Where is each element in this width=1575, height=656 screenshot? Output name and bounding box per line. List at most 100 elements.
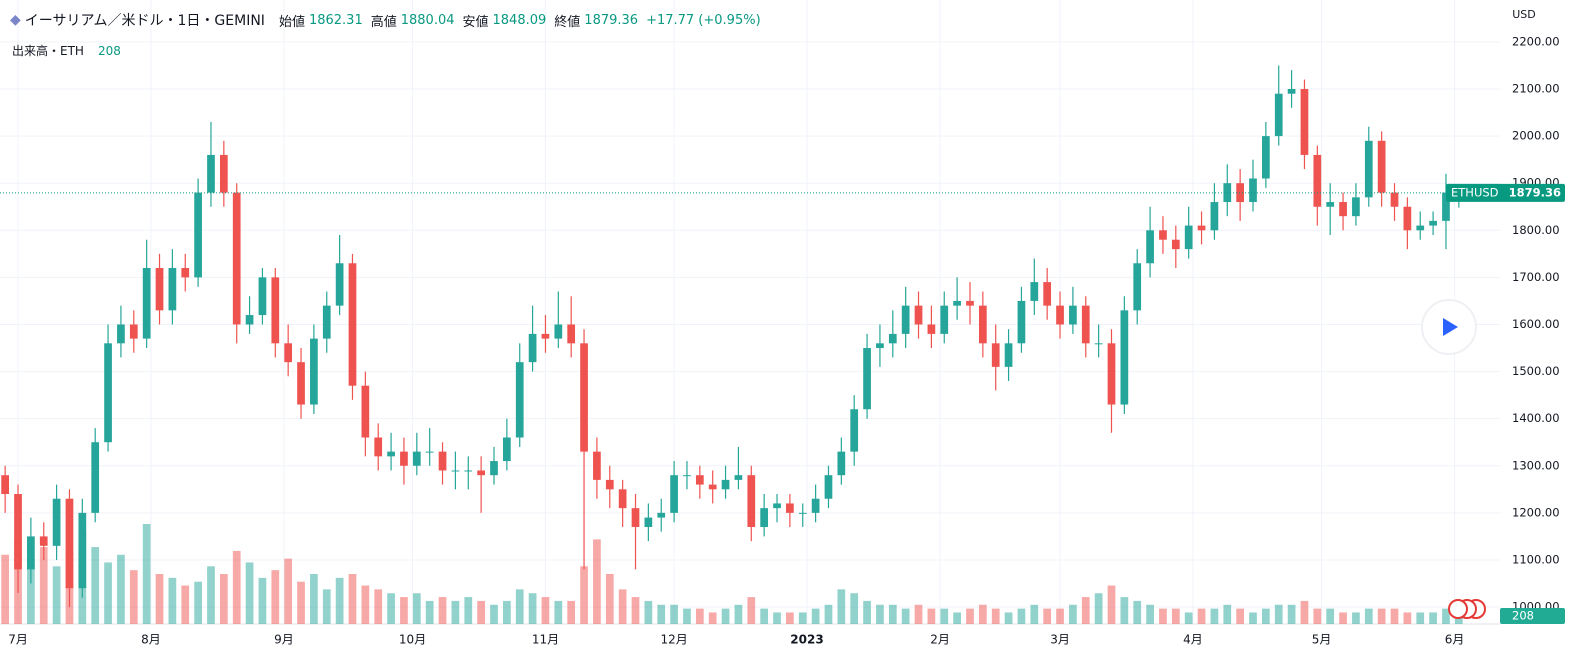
candle-body <box>490 461 498 476</box>
volume-bar <box>387 593 395 624</box>
volume-bar <box>322 589 331 624</box>
volume-bar <box>528 593 537 624</box>
y-tick-label: 1100.00 <box>1512 552 1560 566</box>
volume-bar <box>1171 608 1180 624</box>
volume-bar <box>837 589 846 624</box>
ohlc-value: 1862.31 <box>308 12 363 28</box>
y-tick-label: 1800.00 <box>1512 223 1560 237</box>
candle-body <box>734 475 743 480</box>
flag[interactable] <box>1448 599 1468 619</box>
y-tick-label: 1300.00 <box>1512 458 1560 472</box>
candle-body <box>1017 300 1026 344</box>
ohlc-value: 1848.09 <box>492 12 547 28</box>
volume-bar <box>1326 608 1335 624</box>
volume-bar <box>1262 608 1270 624</box>
candle-body <box>1197 225 1206 231</box>
volume-bar <box>310 574 318 624</box>
candle-body <box>104 343 112 443</box>
candle-body <box>1069 305 1077 325</box>
candle-body <box>927 324 936 334</box>
volume-bar <box>27 558 35 624</box>
candle-body <box>1030 282 1039 301</box>
volume-tag <box>1500 608 1565 624</box>
candle-body <box>914 305 923 325</box>
volume-bar <box>425 600 434 624</box>
volume-bar <box>760 608 769 624</box>
candle-body <box>773 503 781 509</box>
candle-body <box>798 512 807 514</box>
volume-bar <box>104 562 112 624</box>
volume-bar <box>618 589 627 624</box>
candle-body <box>1056 305 1064 325</box>
candle-body <box>194 192 202 278</box>
candle-body <box>1159 230 1167 240</box>
volume-bar <box>438 597 447 624</box>
volume-bar <box>914 604 923 624</box>
x-tick-label: 5月 <box>1312 633 1332 647</box>
volume-legend: 出来高・ETH 208 <box>12 42 129 59</box>
volume-value: 208 <box>97 44 121 58</box>
volume-bar <box>400 597 408 624</box>
candle-body <box>1326 202 1335 207</box>
volume-bar <box>1249 612 1257 624</box>
candle-body <box>348 263 357 386</box>
candle-body <box>1377 140 1386 193</box>
volume-bar <box>1197 608 1206 624</box>
eth-icon: ◆ <box>10 12 21 28</box>
event-flags[interactable] <box>1448 599 1486 619</box>
candle-body <box>14 494 22 570</box>
volume-bar <box>1442 608 1450 624</box>
candle-body <box>644 517 653 527</box>
volume-bar <box>1454 616 1463 624</box>
ohlc-label: 始値 <box>278 14 305 30</box>
volume-bar <box>1069 604 1077 624</box>
candle-body <box>824 475 833 499</box>
play-icon[interactable] <box>1443 318 1458 336</box>
play-button[interactable] <box>1421 299 1477 355</box>
volume-bar <box>901 608 910 624</box>
y-tick-label: 1400.00 <box>1512 411 1560 425</box>
volume-bar <box>1339 612 1347 624</box>
volume-bar <box>271 570 280 624</box>
volume-bar <box>477 600 485 624</box>
candle-body <box>747 475 756 527</box>
volume-bar <box>194 581 202 624</box>
candle-body <box>142 267 151 339</box>
x-tick-label: 9月 <box>274 633 294 647</box>
candle-body <box>1274 93 1283 137</box>
candle-body <box>155 267 164 311</box>
candle-body <box>425 451 434 453</box>
x-tick-label: 8月 <box>141 633 161 647</box>
candle-body <box>65 498 74 589</box>
volume-bar <box>1184 612 1193 624</box>
volume-bar <box>1390 608 1399 624</box>
volume-bar <box>940 608 949 624</box>
volume-bar <box>335 577 344 624</box>
volume-bar <box>1274 604 1283 624</box>
volume-bar <box>695 608 704 624</box>
candle-body <box>811 498 820 513</box>
candle-body <box>310 338 318 405</box>
candle-body <box>219 154 228 193</box>
volume-bar <box>670 604 678 624</box>
candle-body <box>335 263 344 306</box>
volume-bar <box>1377 608 1386 624</box>
candle-body <box>1236 183 1244 203</box>
candle-body <box>695 475 704 485</box>
candle-body <box>863 348 871 410</box>
volume-bar <box>811 608 820 624</box>
candle-body <box>27 536 35 570</box>
volume-bar <box>554 600 563 624</box>
volume-bar <box>1043 608 1052 624</box>
candle-body <box>284 343 293 363</box>
candle-body <box>1171 239 1180 250</box>
volume-bar <box>721 608 730 624</box>
volume-bar <box>515 589 524 624</box>
candle-body <box>888 333 897 344</box>
volume-bar <box>245 562 254 624</box>
x-tick-label: 12月 <box>660 633 687 647</box>
y-tick-label: 2000.00 <box>1512 129 1560 143</box>
candle-body <box>786 503 794 513</box>
candle-body <box>1107 343 1116 405</box>
candle-body <box>1300 89 1309 155</box>
